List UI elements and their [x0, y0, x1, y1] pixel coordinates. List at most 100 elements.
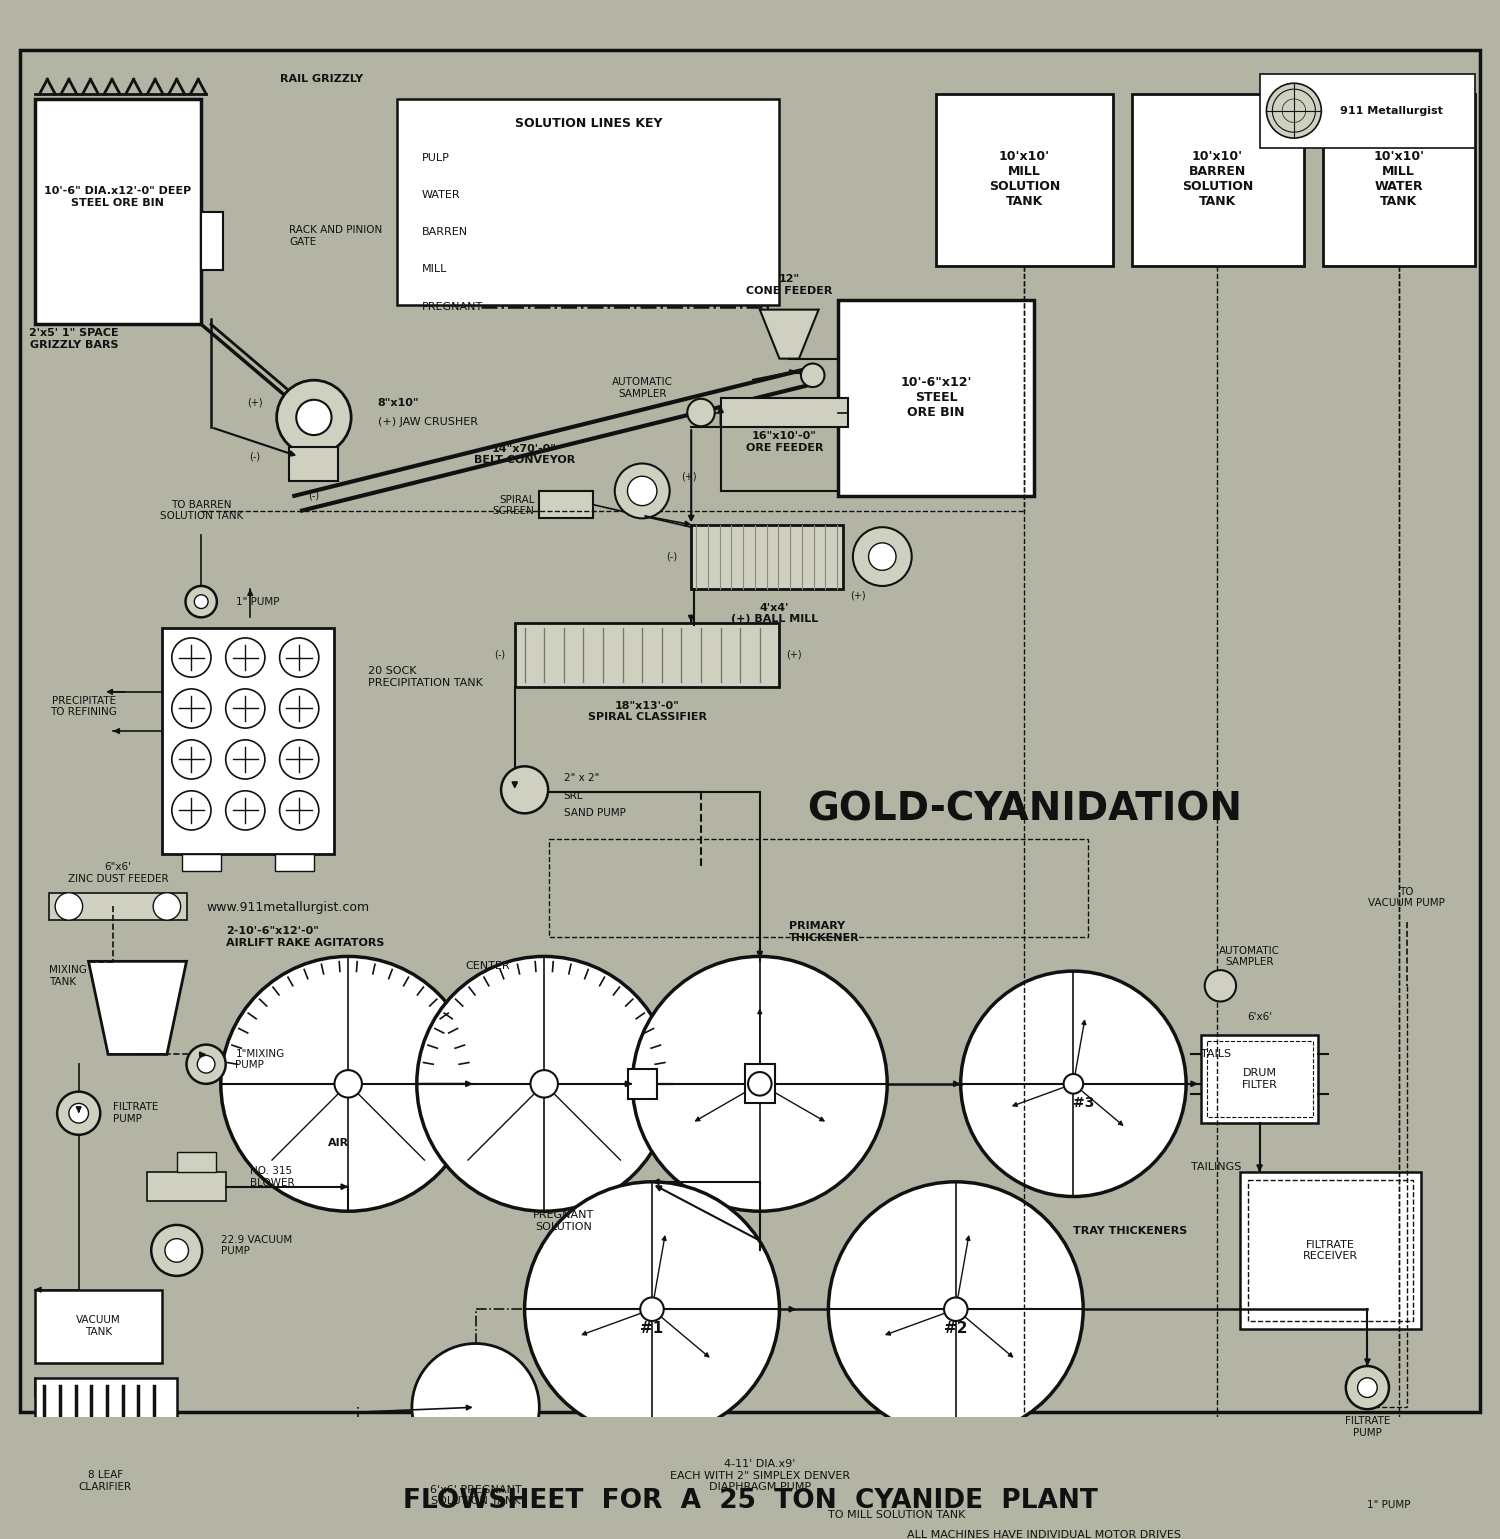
- Text: #3: #3: [1072, 1096, 1094, 1111]
- Text: TO MILL SOLUTION TANK: TO MILL SOLUTION TANK: [828, 1510, 966, 1521]
- Text: AIR: AIR: [328, 1137, 350, 1148]
- Bar: [936, 94, 1113, 266]
- Circle shape: [1330, 1497, 1346, 1513]
- Text: AUTOMATIC
SAMPLER: AUTOMATIC SAMPLER: [612, 377, 672, 399]
- Circle shape: [633, 956, 886, 1211]
- Circle shape: [225, 689, 266, 728]
- Text: PULP: PULP: [422, 152, 450, 163]
- Circle shape: [56, 893, 82, 920]
- Circle shape: [225, 740, 266, 779]
- Polygon shape: [760, 309, 819, 359]
- Text: DRUM
FILTER: DRUM FILTER: [1242, 1068, 1278, 1090]
- Bar: [1260, 74, 1474, 148]
- Text: TRAY THICKENERS: TRAY THICKENERS: [1074, 1227, 1188, 1236]
- Circle shape: [172, 740, 211, 779]
- Text: RAIL GRIZZLY: RAIL GRIZZLY: [279, 74, 363, 85]
- Text: TAILINGS: TAILINGS: [1191, 1162, 1242, 1173]
- Circle shape: [960, 971, 1186, 1196]
- Bar: [398, 98, 780, 305]
- Circle shape: [1204, 970, 1236, 1002]
- Circle shape: [172, 689, 211, 728]
- Text: TO
VACUUM PUMP: TO VACUUM PUMP: [1368, 886, 1444, 908]
- Circle shape: [220, 956, 476, 1211]
- Circle shape: [186, 586, 218, 617]
- Text: TAILS: TAILS: [1202, 1050, 1231, 1059]
- Circle shape: [531, 1070, 558, 1097]
- Bar: [274, 854, 314, 871]
- Text: 1" PUMP: 1" PUMP: [1368, 1501, 1411, 1510]
- Bar: [1206, 1040, 1312, 1117]
- Text: (+) JAW CRUSHER: (+) JAW CRUSHER: [378, 417, 477, 428]
- Bar: [549, 839, 1088, 937]
- Circle shape: [501, 766, 548, 813]
- Text: FILTRATE
RECEIVER: FILTRATE RECEIVER: [1302, 1239, 1358, 1262]
- Circle shape: [69, 1103, 88, 1123]
- Text: (+): (+): [248, 397, 262, 408]
- Bar: [50, 893, 186, 920]
- Circle shape: [279, 689, 320, 728]
- Circle shape: [627, 476, 657, 506]
- Text: NO. 315
BLOWER: NO. 315 BLOWER: [251, 1167, 296, 1188]
- Text: 1" PUMP: 1" PUMP: [236, 597, 279, 606]
- Bar: [692, 525, 843, 589]
- Text: 18"x13'-0"
SPIRAL CLASSIFIER: 18"x13'-0" SPIRAL CLASSIFIER: [588, 700, 706, 722]
- Circle shape: [853, 528, 912, 586]
- Circle shape: [944, 1297, 968, 1320]
- Text: 12"
CONE FEEDER: 12" CONE FEEDER: [746, 274, 833, 295]
- Bar: [720, 397, 848, 428]
- Text: 10'-6"x12'
STEEL
ORE BIN: 10'-6"x12' STEEL ORE BIN: [900, 377, 972, 419]
- Circle shape: [195, 594, 208, 608]
- Text: 911 Metallurgist: 911 Metallurgist: [1341, 106, 1443, 115]
- Text: ALL MACHINES HAVE INDIVIDUAL MOTOR DRIVES: ALL MACHINES HAVE INDIVIDUAL MOTOR DRIVE…: [908, 1530, 1180, 1539]
- Text: SRL: SRL: [564, 791, 584, 800]
- Bar: [162, 628, 333, 854]
- Text: 2-10'-6"x12'-0"
AIRLIFT RAKE AGITATORS: 2-10'-6"x12'-0" AIRLIFT RAKE AGITATORS: [225, 926, 384, 948]
- Circle shape: [334, 1070, 362, 1097]
- Circle shape: [828, 1182, 1083, 1436]
- Bar: [627, 1070, 657, 1099]
- Circle shape: [279, 740, 320, 779]
- Bar: [177, 1153, 216, 1173]
- Text: (-): (-): [495, 649, 506, 660]
- Text: SPIRAL
SCREEN: SPIRAL SCREEN: [492, 496, 534, 517]
- Text: FILTRATE
PUMP: FILTRATE PUMP: [1344, 1416, 1390, 1437]
- Text: 14"x70'-0"
BELT CONVEYOR: 14"x70'-0" BELT CONVEYOR: [474, 443, 574, 465]
- Polygon shape: [88, 962, 186, 1054]
- Text: 1"MIXING
PUMP: 1"MIXING PUMP: [236, 1048, 285, 1070]
- Bar: [34, 98, 201, 325]
- Text: 6'x6' PREGNANT
SOLUTION TANK: 6'x6' PREGNANT SOLUTION TANK: [430, 1485, 522, 1507]
- Circle shape: [615, 463, 669, 519]
- Text: FILTRATE
PUMP: FILTRATE PUMP: [112, 1102, 159, 1123]
- Text: 2" x 2": 2" x 2": [564, 773, 598, 783]
- Text: (-): (-): [309, 491, 320, 500]
- Text: #1: #1: [640, 1322, 663, 1336]
- Text: 4-11' DIA.x9'
EACH WITH 2" SIMPLEX DENVER
DIAPHRAGM PUMP: 4-11' DIA.x9' EACH WITH 2" SIMPLEX DENVE…: [669, 1459, 850, 1493]
- Text: (-): (-): [666, 551, 676, 562]
- Bar: [147, 1173, 225, 1202]
- Text: 10'-6" DIA.x12'-0" DEEP
STEEL ORE BIN: 10'-6" DIA.x12'-0" DEEP STEEL ORE BIN: [45, 186, 192, 208]
- Text: www.911metallurgist.com: www.911metallurgist.com: [206, 900, 369, 914]
- Text: AUTOMATIC
SAMPLER: AUTOMATIC SAMPLER: [1220, 945, 1281, 966]
- Bar: [34, 1377, 177, 1467]
- Text: #2: #2: [944, 1322, 968, 1336]
- Circle shape: [276, 380, 351, 454]
- Text: 6'x6': 6'x6': [1246, 1013, 1272, 1022]
- Circle shape: [413, 1344, 540, 1471]
- Circle shape: [279, 791, 320, 830]
- Text: BARREN: BARREN: [422, 228, 468, 237]
- Circle shape: [1346, 1367, 1389, 1410]
- Bar: [540, 491, 592, 519]
- Text: VACUUM
TANK: VACUUM TANK: [76, 1316, 120, 1337]
- Text: 20 SOCK
PRECIPITATION TANK: 20 SOCK PRECIPITATION TANK: [368, 666, 483, 688]
- Bar: [1240, 1173, 1422, 1328]
- Text: WATER: WATER: [422, 189, 460, 200]
- Circle shape: [152, 1225, 202, 1276]
- Circle shape: [640, 1297, 664, 1320]
- Circle shape: [868, 543, 895, 571]
- Text: RACK AND PINION
GATE: RACK AND PINION GATE: [290, 225, 382, 246]
- Text: (-): (-): [249, 451, 261, 462]
- Text: SOLUTION LINES KEY: SOLUTION LINES KEY: [514, 117, 662, 129]
- Circle shape: [57, 1091, 100, 1134]
- Text: 2'x5' 1" SPACE
GRIZZLY BARS: 2'x5' 1" SPACE GRIZZLY BARS: [28, 328, 118, 349]
- Bar: [34, 1290, 162, 1364]
